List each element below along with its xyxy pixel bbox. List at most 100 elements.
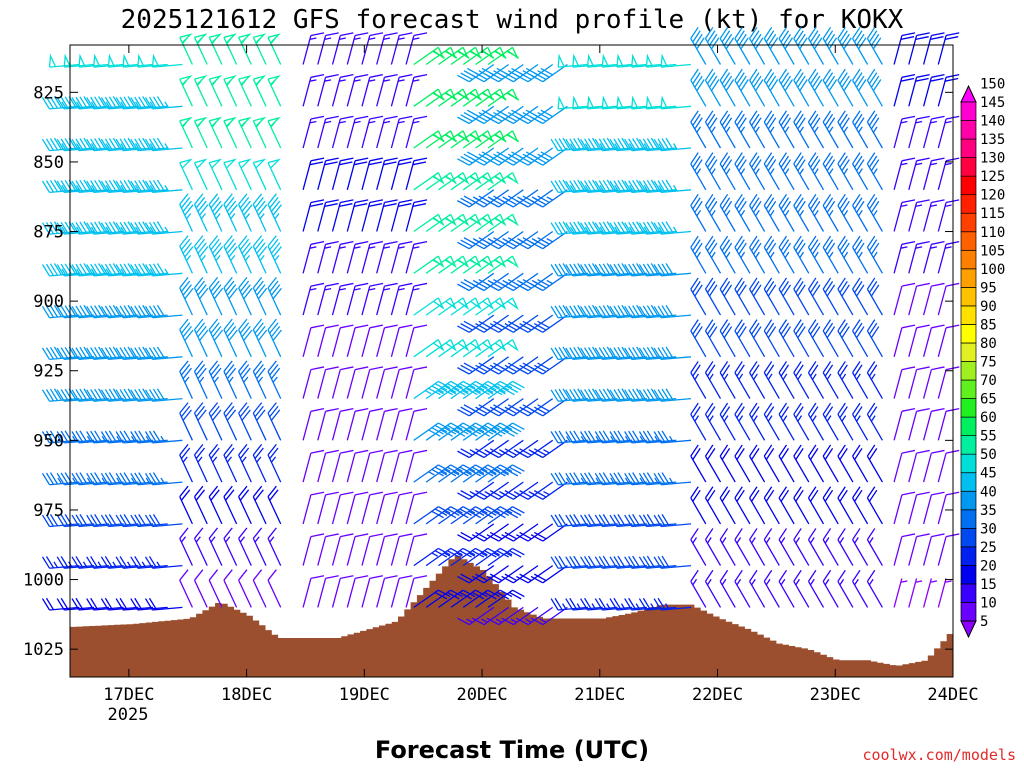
colorbar-label: 15 bbox=[980, 577, 997, 593]
wind-barb bbox=[144, 137, 183, 152]
wind-barb bbox=[457, 189, 495, 208]
wind-barb bbox=[346, 282, 369, 316]
wind-barb-shape bbox=[390, 240, 413, 274]
wind-barb-shape bbox=[609, 346, 647, 361]
wind-barb-shape bbox=[267, 75, 282, 107]
wind-barb bbox=[475, 255, 507, 274]
wind-barb bbox=[807, 402, 825, 441]
wind-barb bbox=[822, 235, 839, 274]
wind-barb-shape bbox=[346, 115, 369, 149]
wind-barb bbox=[908, 491, 930, 525]
wind-barb bbox=[837, 528, 854, 566]
colorbar-label: 35 bbox=[980, 503, 997, 519]
wind-barb bbox=[302, 32, 325, 65]
wind-barb bbox=[462, 255, 495, 274]
wind-barb bbox=[550, 346, 589, 361]
wind-barb-shape bbox=[317, 157, 339, 190]
wind-barb bbox=[609, 304, 647, 319]
wind-barb-shape bbox=[530, 523, 568, 542]
wind-barb bbox=[922, 199, 945, 232]
wind-barb bbox=[438, 46, 470, 66]
wind-barb bbox=[837, 235, 854, 274]
wind-barb-shape bbox=[438, 547, 476, 567]
wind-barb bbox=[793, 528, 810, 566]
colorbar-label: 140 bbox=[980, 114, 1005, 130]
wind-barb bbox=[450, 172, 482, 191]
wind-barb-shape bbox=[594, 388, 633, 402]
x-axis: 17DEC 18DEC 19DEC 20DEC 21DEC 22DEC 23DEC 24DEC bbox=[103, 45, 979, 705]
wind-barb-shape bbox=[778, 569, 795, 608]
wind-barb bbox=[487, 339, 519, 358]
wind-barb bbox=[457, 523, 495, 542]
wind-barb bbox=[413, 130, 445, 149]
wind-barb bbox=[530, 230, 568, 250]
wind-barb bbox=[594, 472, 633, 486]
wind-barb-shape bbox=[193, 235, 209, 274]
wind-barb bbox=[317, 282, 339, 316]
wind-barb bbox=[749, 193, 766, 232]
wind-barb bbox=[144, 556, 183, 569]
wind-barb-shape bbox=[486, 63, 524, 83]
wind-barb-shape bbox=[405, 449, 428, 483]
wind-barb-shape bbox=[86, 514, 124, 528]
wind-barb-shape bbox=[594, 346, 633, 361]
wind-barb bbox=[413, 506, 451, 525]
wind-barb-shape bbox=[471, 565, 509, 584]
wind-barb bbox=[302, 366, 325, 399]
colorbar-label: 95 bbox=[980, 280, 997, 296]
wind-barb-shape bbox=[550, 430, 589, 444]
wind-barb bbox=[179, 33, 193, 65]
wind-barb-shape bbox=[100, 137, 139, 152]
y-tick-label: 875 bbox=[33, 223, 64, 243]
wind-barb-shape bbox=[778, 26, 795, 65]
wind-barb bbox=[346, 575, 369, 608]
wind-barb-shape bbox=[719, 277, 736, 316]
wind-barb-shape bbox=[866, 193, 883, 232]
wind-barb-shape bbox=[462, 297, 495, 316]
wind-barb-shape bbox=[450, 46, 482, 66]
wind-barb-shape bbox=[516, 314, 554, 333]
wind-barb-shape bbox=[501, 63, 539, 83]
wind-barb-shape bbox=[56, 137, 95, 152]
wind-barb bbox=[704, 319, 722, 358]
wind-barb-shape bbox=[763, 569, 780, 608]
wind-barb bbox=[302, 324, 325, 357]
wind-barb-shape bbox=[486, 105, 524, 125]
wind-barb bbox=[475, 297, 507, 316]
wind-barb-shape bbox=[151, 53, 183, 68]
colorbar-label: 115 bbox=[980, 206, 1005, 222]
wind-barb-shape bbox=[487, 506, 525, 525]
wind-barb-shape bbox=[302, 282, 325, 316]
wind-barb bbox=[690, 319, 707, 358]
wind-barb bbox=[690, 26, 707, 65]
wind-barb bbox=[376, 366, 398, 399]
wind-barb bbox=[793, 110, 810, 149]
wind-barb bbox=[550, 597, 589, 611]
wind-barb-shape bbox=[56, 304, 95, 319]
wind-barb-shape bbox=[653, 304, 692, 319]
wind-barb-shape bbox=[609, 304, 647, 319]
wind-barb bbox=[653, 263, 692, 277]
wind-barb bbox=[115, 304, 154, 319]
wind-barb bbox=[405, 366, 428, 399]
wind-barb-shape bbox=[807, 235, 825, 274]
wind-barb-shape bbox=[609, 137, 647, 152]
wind-barb-shape bbox=[346, 491, 369, 525]
wind-barb-shape bbox=[793, 402, 810, 441]
wind-barb bbox=[734, 193, 751, 232]
wind-barb-shape bbox=[238, 33, 252, 65]
wind-barb bbox=[317, 73, 339, 107]
wind-barb-shape bbox=[893, 240, 916, 274]
wind-barb bbox=[100, 179, 139, 194]
wind-barb-shape bbox=[837, 152, 854, 191]
wind-barb-shape bbox=[486, 356, 524, 375]
wind-barb-shape bbox=[922, 240, 945, 274]
wind-barb bbox=[130, 179, 168, 194]
wind-barb-shape bbox=[487, 464, 525, 483]
wind-barb bbox=[893, 115, 916, 149]
wind-barb-shape bbox=[267, 33, 282, 65]
wind-barb bbox=[223, 360, 238, 399]
colorbar-swatch bbox=[960, 249, 977, 270]
colorbar-label: 50 bbox=[980, 447, 997, 463]
wind-barb-shape bbox=[193, 402, 208, 441]
